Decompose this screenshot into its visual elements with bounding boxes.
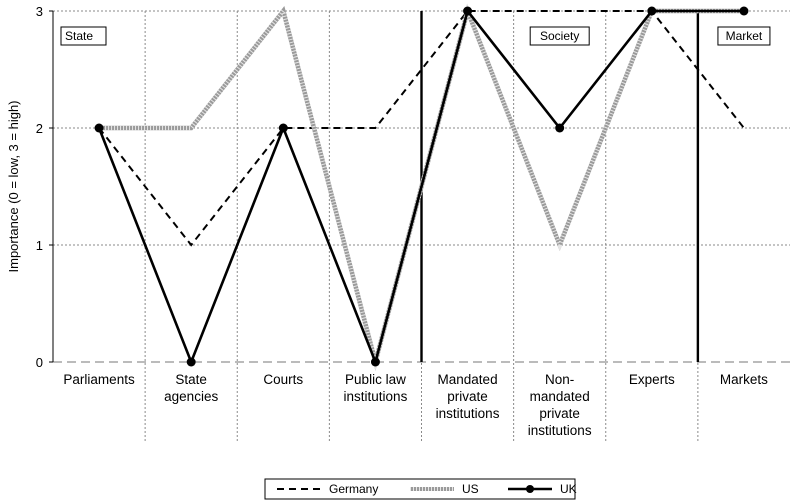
series-uk-point <box>739 6 749 16</box>
legend-label-uk: UK <box>560 482 577 496</box>
region-label-society: Society <box>540 29 579 43</box>
x-category-label: mandated <box>530 389 590 404</box>
legend-label-germany: Germany <box>329 482 378 496</box>
x-category-label: institutions <box>436 406 500 421</box>
y-tick-label: 1 <box>36 238 43 253</box>
series-uk-line <box>97 8 744 367</box>
series-layer <box>94 3 749 371</box>
series-uk-point <box>278 123 288 133</box>
region-label-market: Market <box>726 29 763 43</box>
axis-layer: Importance (0 = low, 3 = high) 0 1 2 3 Parli… <box>6 4 768 438</box>
x-category-label: Experts <box>629 372 675 387</box>
y-tick-label: 3 <box>36 4 43 19</box>
y-axis-title: Importance (0 = low, 3 = high) <box>6 101 21 273</box>
x-category-label: State <box>175 372 207 387</box>
region-label-box <box>60 26 107 46</box>
x-category-label: private <box>539 406 580 421</box>
y-tick-label: 0 <box>36 355 43 370</box>
series-uk-point <box>647 6 657 16</box>
x-category-label: agencies <box>164 389 218 404</box>
region-layer: State Society Market <box>60 11 771 362</box>
series-germany-line <box>98 10 745 247</box>
legend-label-us: US <box>462 482 479 496</box>
x-category-label: Non- <box>545 372 574 387</box>
series-uk-point <box>370 357 380 367</box>
series-uk-point <box>186 357 196 367</box>
legend: Germany US UK <box>264 478 577 500</box>
x-category-label: Public law <box>345 372 406 387</box>
series-uk-point <box>463 6 473 16</box>
x-category-label: Mandated <box>438 372 498 387</box>
region-label-box <box>717 26 771 46</box>
x-category-label: Parliaments <box>63 372 135 387</box>
legend-marker-uk <box>526 485 534 493</box>
y-tick-label: 2 <box>36 121 43 136</box>
region-label-box <box>529 26 590 46</box>
x-category-label: institutions <box>344 389 408 404</box>
series-uk-point <box>94 123 104 133</box>
x-category-label: Markets <box>720 372 768 387</box>
x-category-label: institutions <box>528 423 592 438</box>
x-category-label: private <box>447 389 488 404</box>
region-label-state: State <box>65 29 93 43</box>
x-category-label: Courts <box>263 372 303 387</box>
series-uk-point <box>555 123 565 133</box>
